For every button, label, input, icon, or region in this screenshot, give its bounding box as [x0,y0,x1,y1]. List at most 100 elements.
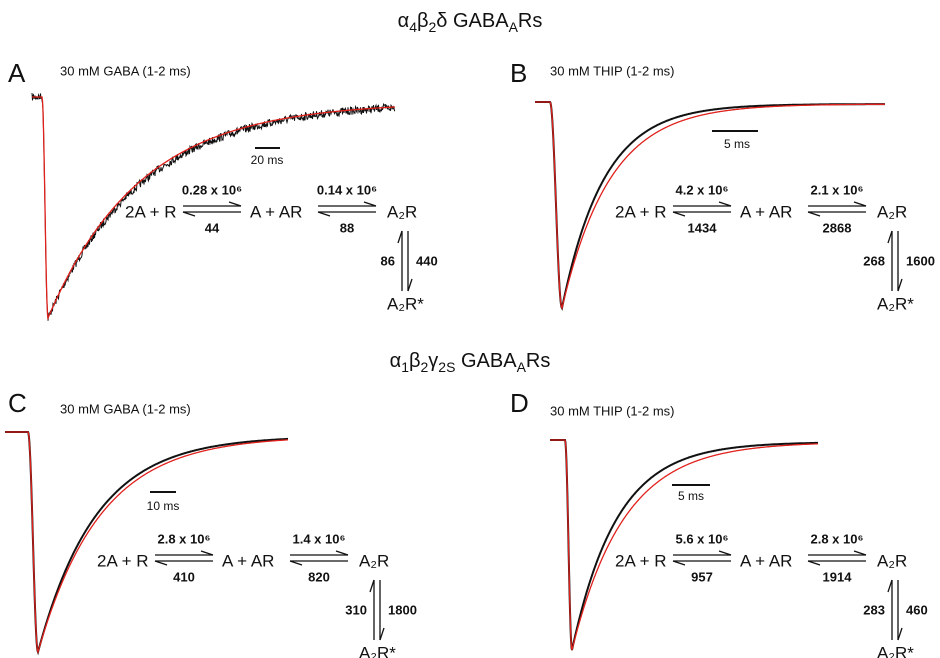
species: A₂R* [387,294,424,313]
subscript: A [517,359,527,375]
arrowhead [363,201,377,207]
rate-label: 310 [345,602,367,617]
fit-trace [32,96,395,321]
species: A + AR [740,551,792,570]
arrowhead [807,560,821,566]
arrowhead [887,579,893,593]
species: 2A + R [615,202,667,221]
arrowhead [407,278,413,292]
rate-label: 2.8 x 10⁶ [158,531,211,546]
stimulus-label: 30 mM THIP (1-2 ms) [550,403,674,418]
arrowhead [807,211,821,217]
scale-bar-label: 5 ms [678,489,704,503]
arrowhead [317,211,331,217]
section-title: α1β2γ2S GABAARs [390,350,551,374]
title-part: β [409,350,421,372]
rate-label: 1800 [388,602,417,617]
arrowhead [718,201,732,207]
subscript: A [509,19,519,35]
arrowhead [853,201,867,207]
arrowhead [887,230,893,244]
rate-label: 1914 [823,569,853,584]
species: 2A + R [125,202,177,221]
recorded-trace [31,92,396,321]
arrowhead [897,278,903,292]
arrowhead [718,550,732,556]
arrowhead [369,579,375,593]
rate-label: 4.2 x 10⁶ [676,182,729,197]
species: 2A + R [97,551,149,570]
subscript: 2 [421,359,429,375]
rate-label: 1.4 x 10⁶ [293,531,346,546]
rate-label: 86 [381,253,395,268]
arrowhead [200,550,214,556]
arrowhead [672,560,686,566]
title-part: Rs [526,350,550,372]
species: A + AR [740,202,792,221]
arrowhead [379,627,385,641]
rate-label: 957 [691,569,713,584]
title-part: α [398,10,410,32]
rate-label: 1600 [906,253,935,268]
arrowhead [228,201,242,207]
scale-bar-label: 20 ms [251,153,284,167]
arrowhead [853,550,867,556]
arrowhead [897,627,903,641]
stimulus-label: 30 mM GABA (1-2 ms) [60,401,191,416]
panel-label: B [510,58,527,88]
species: A + AR [222,551,274,570]
rate-label: 2868 [823,220,852,235]
species: A₂R [387,202,417,221]
section-title: α4β2δ GABAARs [398,10,543,34]
stimulus-label: 30 mM GABA (1-2 ms) [60,63,191,78]
title-part: β [417,10,429,32]
arrowhead [335,550,349,556]
recorded-trace [5,431,288,656]
rate-label: 460 [906,602,928,617]
stimulus-label: 30 mM THIP (1-2 ms) [550,63,674,78]
arrowhead [672,211,686,217]
rate-label: 440 [416,253,438,268]
fit-trace [5,431,289,655]
title-part: Rs [518,10,542,32]
subscript: 4 [409,19,417,35]
species: A₂R* [877,294,914,313]
rate-label: 2.1 x 10⁶ [811,182,864,197]
rate-label: 88 [340,220,354,235]
fit-trace [550,439,819,651]
recorded-trace [535,101,885,311]
rate-label: 283 [863,602,885,617]
panel-label: D [510,388,529,418]
title-part: α [390,350,402,372]
scale-bar-label: 5 ms [724,137,750,151]
subscript: 2 [429,19,437,35]
rate-label: 268 [863,253,885,268]
arrowhead [182,211,196,217]
species: A₂R* [877,643,914,658]
fit-trace [535,101,885,310]
rate-label: 0.14 x 10⁶ [317,182,377,197]
subscript: 2S [438,359,455,375]
title-part: GABA [455,350,517,372]
rate-label: 0.28 x 10⁶ [182,182,242,197]
species: A₂R [359,551,389,570]
rate-label: 1434 [688,220,718,235]
title-part: γ [428,350,438,372]
recorded-trace [550,439,818,651]
species: 2A + R [615,551,667,570]
rate-label: 820 [308,569,330,584]
arrowhead [154,560,168,566]
subscript: 1 [401,359,409,375]
scale-bar-label: 10 ms [147,499,180,513]
rate-label: 2.8 x 10⁶ [811,531,864,546]
title-part: δ GABA [436,10,509,32]
species: A₂R [877,551,907,570]
arrowhead [289,560,303,566]
species: A + AR [250,202,302,221]
panel-label: C [8,388,27,418]
species: A₂R* [359,643,396,658]
rate-label: 5.6 x 10⁶ [676,531,729,546]
rate-label: 44 [205,220,220,235]
species: A₂R [877,202,907,221]
